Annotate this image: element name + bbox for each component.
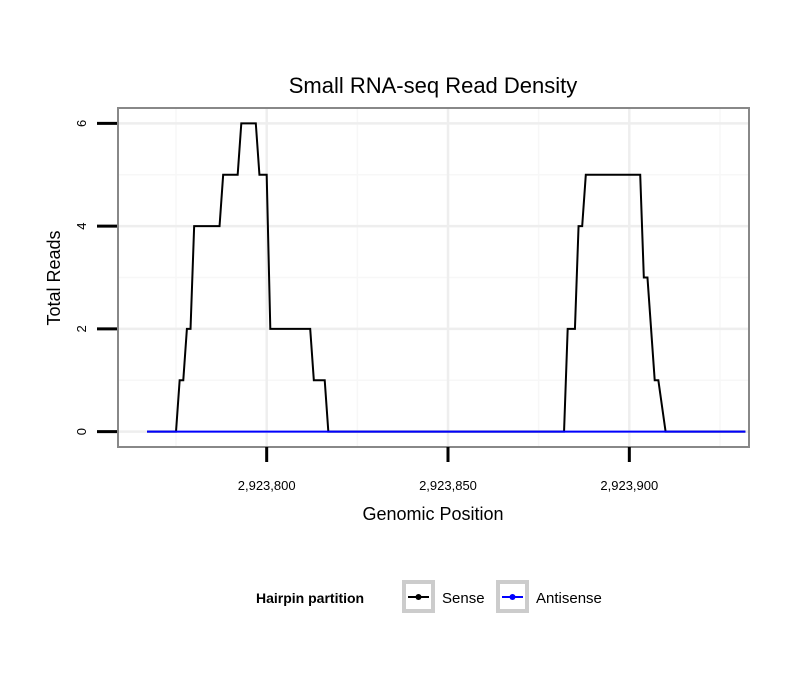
legend-title: Hairpin partition xyxy=(256,590,364,606)
y-tick-label: 0 xyxy=(74,428,89,435)
x-tick-label: 2,923,800 xyxy=(238,478,296,493)
legend-marker-antisense xyxy=(509,594,516,600)
legend-marker-sense xyxy=(415,594,422,600)
axis-ticks: 2,923,800 2,923,850 2,923,900 0 2 4 6 xyxy=(74,120,658,493)
grid xyxy=(118,108,749,447)
y-tick-label: 4 xyxy=(74,223,89,230)
legend-item-antisense: Antisense xyxy=(496,580,602,613)
y-axis-title: Total Reads xyxy=(44,230,64,325)
legend: Hairpin partition Sense Antisense xyxy=(256,580,602,613)
x-tick-label: 2,923,900 xyxy=(600,478,658,493)
x-tick-label: 2,923,850 xyxy=(419,478,477,493)
y-tick-label: 2 xyxy=(74,325,89,332)
chart-title: Small RNA-seq Read Density xyxy=(289,73,578,98)
series-line-sense xyxy=(147,122,746,433)
plot-panel-border xyxy=(117,107,750,448)
legend-label-sense: Sense xyxy=(442,590,485,607)
legend-label-antisense: Antisense xyxy=(536,590,602,607)
series-layer xyxy=(147,122,746,433)
x-axis-title: Genomic Position xyxy=(362,504,503,524)
y-tick-label: 6 xyxy=(74,120,89,127)
legend-item-sense: Sense xyxy=(402,580,485,613)
